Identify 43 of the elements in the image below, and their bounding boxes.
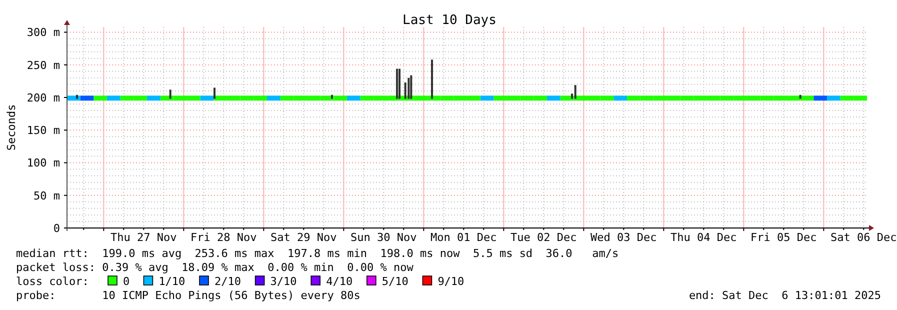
bar: [331, 94, 333, 99]
x-tick-label: Thu 27 Nov: [110, 231, 178, 244]
y-tick-label: 150 m: [26, 124, 60, 138]
y-tick-label: 300 m: [26, 26, 60, 40]
bar: [169, 90, 172, 99]
y-tick-label: 200 m: [26, 91, 60, 104]
x-tick-label: Mon 01 Dec: [430, 231, 497, 244]
y-tick-label: 50 m: [34, 189, 60, 202]
bar: [431, 60, 433, 99]
bar: [799, 94, 802, 99]
legend-label: 9/10: [438, 275, 464, 288]
bar: [574, 85, 576, 99]
legend-label: 1/10: [158, 275, 186, 288]
bar: [214, 88, 216, 99]
text: packet loss: 0.39 % avg 18.09 % max 0.00 % min 0.00 % now: [16, 261, 414, 274]
chart-title: Last 10 Days: [402, 13, 496, 28]
x-tick-label: Thu 04 Dec: [670, 231, 737, 244]
y-axis-title: Seconds: [5, 104, 18, 151]
bar: [76, 94, 78, 99]
x-tick-label: Sat 29 Nov: [270, 231, 338, 244]
x-tick-label: Wed 03 Dec: [590, 231, 657, 244]
legend-label: 3/10: [270, 275, 297, 288]
x-tick-label: Fri 28 Nov: [190, 231, 258, 244]
bar: [410, 75, 412, 99]
x-tick-label: Fri 05 Dec: [750, 231, 817, 244]
legend-label: 2/10: [214, 275, 241, 288]
legend-label: 4/10: [326, 275, 353, 288]
bar: [404, 82, 406, 99]
y-tick-label: 250 m: [26, 58, 60, 72]
y-tick-label: 0: [53, 222, 60, 235]
text: probe: 10 ICMP Echo Pings (56 Bytes) every 80s: [16, 289, 360, 302]
x-tick-label: Tue 02 Dec: [510, 231, 577, 244]
legend-label: 0: [123, 275, 130, 288]
legend-label: 5/10: [382, 275, 408, 288]
bar: [398, 68, 400, 99]
text: median rtt: 199.0 ms avg 253.6 ms max 197.8 ms min 198.0 ms now 5.5 ms sd 36.0 am/s: [16, 247, 619, 260]
x-tick-label: Sat 06 Dec: [830, 231, 897, 244]
legend-title: loss color:: [16, 275, 89, 288]
x-tick-label: Sun 30 Nov: [350, 231, 418, 244]
bar: [396, 68, 398, 99]
bar: [408, 78, 410, 99]
text: end: Sat Dec 6 13:01:01 2025: [688, 289, 881, 302]
y-tick-label: 100 m: [26, 156, 60, 170]
